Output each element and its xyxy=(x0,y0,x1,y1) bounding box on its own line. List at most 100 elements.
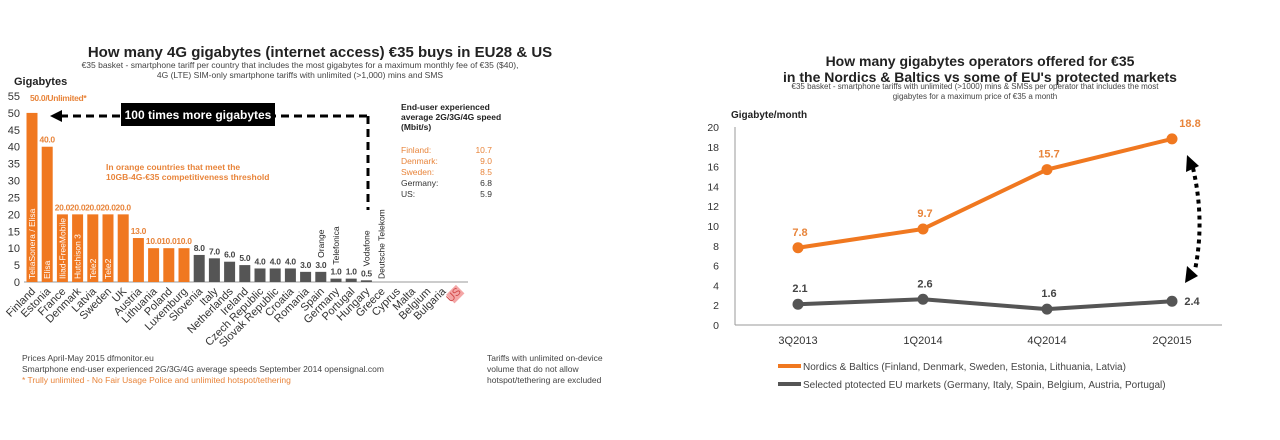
operator-label-above: Vodafone xyxy=(361,230,371,266)
bar-luxemburg xyxy=(178,248,190,282)
y-tick-label: 6 xyxy=(713,261,719,273)
bar-uk xyxy=(117,214,129,282)
arrowhead-left-icon xyxy=(50,110,62,122)
side-note-1: Tariffs with unlimited on-device xyxy=(487,353,603,363)
y-tick-label: 2 xyxy=(713,300,719,312)
data-point xyxy=(792,298,804,310)
bar-croatia xyxy=(284,268,296,282)
data-point xyxy=(1041,164,1053,176)
x-tick-label: US xyxy=(444,286,463,305)
bar-denmark xyxy=(72,214,84,282)
x-tick-label: 4Q2014 xyxy=(1027,335,1066,347)
x-tick-label: 3Q2013 xyxy=(778,335,817,347)
bar-value-label: 4.0 xyxy=(285,256,296,266)
bar-value-label: 20.0 xyxy=(85,202,101,212)
series-line-2 xyxy=(797,297,1173,312)
data-label: 18.8 xyxy=(1179,118,1200,130)
footnote-3: * Trully unlimited - No Fair Usage Polic… xyxy=(22,375,291,385)
bar-austria xyxy=(132,238,144,282)
bar-romania xyxy=(300,271,312,282)
bar-france xyxy=(56,214,68,282)
bar-value-label: 20.0 xyxy=(100,202,116,212)
data-point xyxy=(917,293,929,305)
data-label: 2.6 xyxy=(917,278,932,290)
y-tick-label: 25 xyxy=(8,192,20,204)
y-tick-label: 18 xyxy=(707,142,719,154)
y-tick-label: 0 xyxy=(713,320,719,332)
bar-value-label: 8.0 xyxy=(194,243,205,253)
speed-table-title-2: average 2G/3G/4G speed xyxy=(401,112,501,122)
bar-value-label: 13.0 xyxy=(131,226,147,236)
bar-value-label: 10.0 xyxy=(161,236,177,246)
bar-poland xyxy=(163,248,175,282)
right-chart-title-2: in the Nordics & Baltics vs some of EU's… xyxy=(783,69,1177,85)
legend-label: Selected ptotected EU markets (Germany, … xyxy=(803,380,1166,391)
bar-value-label: 3.0 xyxy=(315,260,326,270)
data-point xyxy=(792,242,804,254)
y-tick-label: 0 xyxy=(14,277,20,289)
right-chart-subtitle-1: €35 basket - smartphone tariffs with unl… xyxy=(792,82,1160,91)
y-tick-label: 35 xyxy=(8,159,20,171)
y-tick-label: 8 xyxy=(713,241,719,253)
data-point xyxy=(1041,303,1053,315)
bar-value-label: 1.0 xyxy=(346,267,357,277)
data-label: 7.8 xyxy=(792,227,807,239)
y-tick-label: 14 xyxy=(707,181,719,193)
operator-label-inside: Tele2 xyxy=(88,258,98,279)
bar-value-label: 10.0 xyxy=(176,236,192,246)
bar-value-label: 20.0 xyxy=(116,202,132,212)
y-tick-label: 15 xyxy=(8,226,20,238)
y-tick-label: 45 xyxy=(8,125,20,137)
speed-table-value: 6.8 xyxy=(480,178,492,188)
bar-italy xyxy=(208,258,220,282)
legend-label: Nordics & Baltics (Finland, Denmark, Swe… xyxy=(803,362,1126,373)
right-chart-subtitle-2: gigabytes for a maximum price of €35 a m… xyxy=(893,92,1058,101)
left-chart-subtitle-1: €35 basket - smartphone tariff per count… xyxy=(82,60,519,70)
bar-value-label: 50.0/Unlimited* xyxy=(30,93,87,103)
data-label: 15.7 xyxy=(1038,149,1059,161)
speed-table-country: Denmark: xyxy=(401,156,438,166)
double-arrow xyxy=(1185,155,1202,283)
bar-value-label: 40.0 xyxy=(40,135,56,145)
series-line-1 xyxy=(797,136,1173,250)
speed-table: End-user experienced average 2G/3G/4G sp… xyxy=(401,102,501,199)
bar-value-label: 3.0 xyxy=(300,260,311,270)
annotation-box-text: 100 times more gigabytes xyxy=(125,108,272,122)
arrowhead-up-icon xyxy=(1186,155,1199,172)
data-label: 9.7 xyxy=(917,208,932,220)
double-arrow-dotted-line xyxy=(1191,167,1202,271)
speed-table-value: 10.7 xyxy=(475,145,492,155)
us-highlight xyxy=(446,284,465,304)
bar-latvia xyxy=(87,214,99,282)
x-tick-label: 2Q2015 xyxy=(1152,335,1191,347)
right-y-axis-label: Gigabyte/month xyxy=(731,110,807,121)
side-note-3: hotspot/tethering are excluded xyxy=(487,375,602,385)
orange-note-line-1: In orange countries that meet the xyxy=(106,162,240,172)
data-point xyxy=(1166,295,1178,307)
data-label: 1.6 xyxy=(1041,288,1056,300)
bar-netherlands xyxy=(224,261,236,282)
speed-table-country: Finland: xyxy=(401,145,431,155)
left-chart-title: How many 4G gigabytes (internet access) … xyxy=(88,44,552,61)
y-tick-label: 20 xyxy=(8,209,20,221)
bar-lithuania xyxy=(148,248,160,282)
bar-slovak-republic xyxy=(269,268,281,282)
left-chart: How many 4G gigabytes (internet access) … xyxy=(4,44,603,385)
right-chart-title-1: How many gigabytes operators offered for… xyxy=(826,53,1135,69)
bar-value-label: 4.0 xyxy=(255,256,266,266)
bar-portugal xyxy=(345,278,357,282)
left-chart-subtitle-2: 4G (LTE) SIM-only smartphone tariffs wit… xyxy=(157,70,444,80)
data-label: 2.4 xyxy=(1184,296,1200,308)
bar-sweden xyxy=(102,214,114,282)
speed-table-value: 8.5 xyxy=(480,167,492,177)
bar-value-label: 20.0 xyxy=(70,202,86,212)
y-tick-label: 50 xyxy=(8,108,20,120)
bar-germany xyxy=(330,278,342,282)
y-tick-label: 30 xyxy=(8,176,20,188)
y-tick-label: 20 xyxy=(707,122,719,134)
operator-label-inside: Tele2 xyxy=(103,258,113,279)
speed-table-value: 9.0 xyxy=(480,156,492,166)
operator-label-inside: TeliaSonera / Elisa xyxy=(27,208,37,279)
bar-value-label: 20.0 xyxy=(55,202,71,212)
